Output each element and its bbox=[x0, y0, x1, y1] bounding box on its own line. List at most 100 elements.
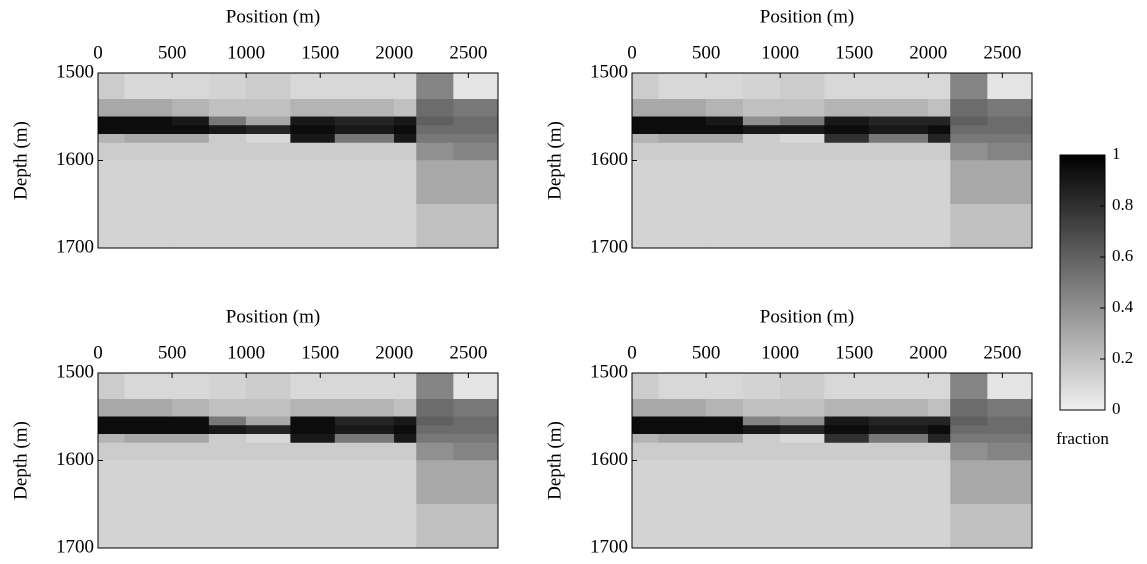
x-tick-label: 500 bbox=[692, 42, 721, 63]
heatmap-cell bbox=[950, 99, 988, 117]
heatmap-cell bbox=[334, 204, 395, 249]
heatmap-cell bbox=[416, 442, 454, 461]
y-tick-label: 1500 bbox=[56, 61, 94, 82]
heatmap-cell bbox=[394, 504, 417, 549]
heatmap-cell bbox=[868, 204, 929, 249]
heatmap-cell bbox=[124, 442, 173, 461]
heatmap-cell bbox=[705, 160, 744, 205]
heatmap-cell bbox=[394, 72, 417, 100]
heatmap-cell bbox=[97, 134, 125, 144]
heatmap-cell bbox=[868, 504, 929, 549]
heatmap-cell bbox=[97, 399, 125, 417]
heatmap-cell bbox=[394, 99, 417, 117]
heatmap-cell bbox=[742, 442, 781, 461]
heatmap-cell bbox=[631, 160, 659, 205]
heatmap-cell bbox=[394, 125, 417, 135]
heatmap-cell bbox=[124, 134, 173, 144]
heatmap-cell bbox=[453, 434, 499, 444]
heatmap-cell bbox=[453, 134, 499, 144]
heatmap-cell bbox=[394, 460, 417, 505]
heatmap-cell bbox=[290, 504, 336, 549]
x-tick-label: 0 bbox=[627, 342, 637, 363]
heatmap-cell bbox=[928, 116, 951, 126]
x-tick-label: 1000 bbox=[761, 42, 799, 63]
heatmap-cell bbox=[124, 434, 173, 444]
heatmap-cell bbox=[171, 372, 210, 400]
heatmap-cell bbox=[124, 116, 173, 126]
x-tick-label: 2000 bbox=[375, 42, 413, 63]
heatmap-cell bbox=[742, 72, 781, 100]
heatmap-cell bbox=[416, 116, 454, 126]
heatmap-cell bbox=[245, 99, 291, 117]
heatmap-cell bbox=[928, 442, 951, 461]
heatmap-cell bbox=[97, 504, 125, 549]
heatmap-cell bbox=[124, 372, 173, 400]
heatmap-cell bbox=[742, 416, 781, 426]
heatmap-cell bbox=[453, 116, 499, 126]
heatmap-cell bbox=[742, 372, 781, 400]
colorbar-tick-label: 0.4 bbox=[1112, 297, 1134, 316]
x-tick-label: 0 bbox=[93, 342, 103, 363]
heatmap-cell bbox=[779, 99, 825, 117]
heatmap-cell bbox=[987, 399, 1033, 417]
heatmap-cell bbox=[824, 134, 870, 144]
heatmap-cell bbox=[705, 434, 744, 444]
heatmap-cell bbox=[824, 399, 870, 417]
heatmap-cell bbox=[416, 504, 454, 549]
heatmap-cell bbox=[416, 425, 454, 435]
heatmap-cell bbox=[928, 434, 951, 444]
heatmap-cell bbox=[950, 116, 988, 126]
heatmap-cell bbox=[631, 142, 659, 161]
heatmap-cell bbox=[97, 72, 125, 100]
y-tick-label: 1600 bbox=[590, 149, 628, 170]
heatmap-cell bbox=[868, 116, 929, 126]
heatmap-cell bbox=[97, 442, 125, 461]
heatmap-cell bbox=[171, 425, 210, 435]
colorbar-tick-label: 0.6 bbox=[1112, 246, 1133, 265]
heatmap-cell bbox=[705, 134, 744, 144]
heatmap-cell bbox=[928, 372, 951, 400]
heatmap-cell bbox=[416, 99, 454, 117]
heatmap-cell bbox=[290, 399, 336, 417]
heatmap-cell bbox=[658, 416, 707, 426]
heatmap-cell bbox=[124, 399, 173, 417]
heatmap-cell bbox=[208, 460, 247, 505]
x-axis-title: Position (m) bbox=[226, 6, 320, 27]
x-tick-label: 2000 bbox=[909, 342, 947, 363]
heatmap-cell bbox=[171, 72, 210, 100]
heatmap-cell bbox=[705, 116, 744, 126]
heatmap-cell bbox=[928, 142, 951, 161]
heatmap-cell bbox=[290, 99, 336, 117]
heatmap-cell bbox=[658, 204, 707, 249]
x-tick-label: 1500 bbox=[301, 342, 339, 363]
heatmap-cell bbox=[416, 142, 454, 161]
heatmap-cell bbox=[928, 425, 951, 435]
heatmap-cell bbox=[950, 434, 988, 444]
heatmap-cell bbox=[97, 142, 125, 161]
heatmap-cell bbox=[779, 116, 825, 126]
heatmap-cell bbox=[742, 425, 781, 435]
heatmap-cell bbox=[97, 372, 125, 400]
heatmap-cell bbox=[658, 442, 707, 461]
heatmap-cell bbox=[245, 116, 291, 126]
heatmap-cell bbox=[208, 134, 247, 144]
heatmap-cell bbox=[658, 434, 707, 444]
heatmap-cell bbox=[124, 425, 173, 435]
heatmap-cell bbox=[824, 425, 870, 435]
colorbar bbox=[1059, 154, 1106, 411]
heatmap-cell bbox=[631, 399, 659, 417]
heatmap-cell bbox=[987, 442, 1033, 461]
heatmap-cell bbox=[290, 425, 336, 435]
heatmap-cell bbox=[171, 160, 210, 205]
heatmap-cell bbox=[453, 442, 499, 461]
heatmap-cell bbox=[453, 125, 499, 135]
heatmap-cell bbox=[290, 160, 336, 205]
x-tick-label: 0 bbox=[93, 42, 103, 63]
heatmap-cell bbox=[245, 372, 291, 400]
heatmap-cell bbox=[868, 125, 929, 135]
heatmap-cell bbox=[950, 399, 988, 417]
heatmap-cell bbox=[631, 99, 659, 117]
heatmap-cell bbox=[742, 434, 781, 444]
heatmap-cell bbox=[824, 99, 870, 117]
heatmap-cell bbox=[453, 372, 499, 400]
